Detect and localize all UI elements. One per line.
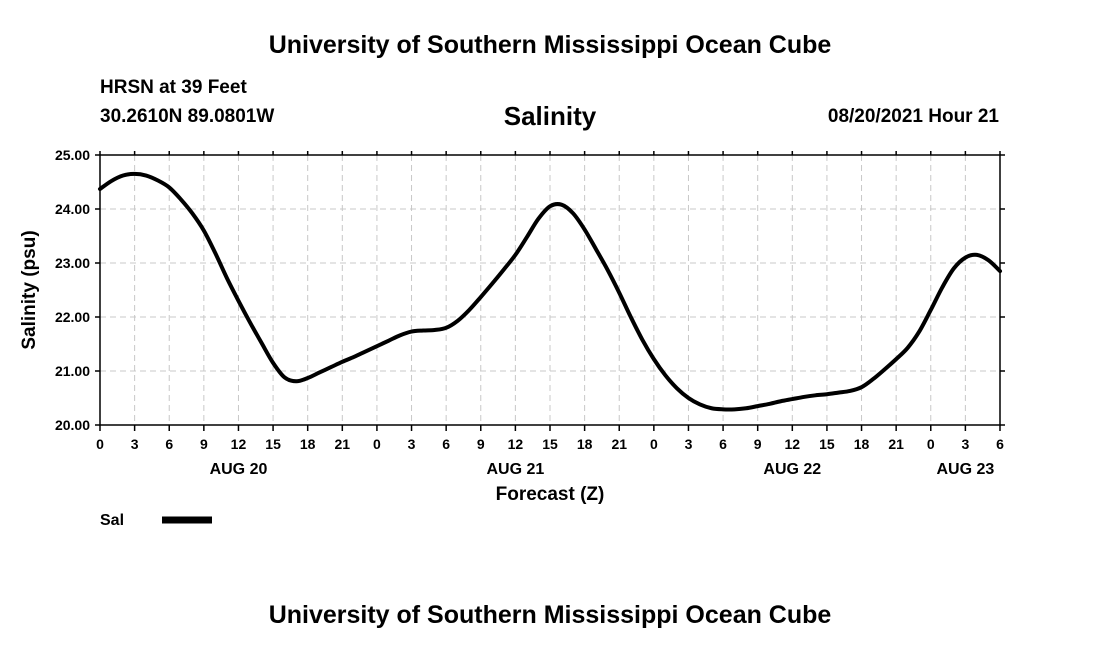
y-tick-label: 24.00 [55,201,90,217]
date-label: AUG 22 [763,461,821,478]
parameter-title: Salinity [503,101,597,131]
x-tick-label: 15 [819,436,835,452]
x-tick-label: 12 [785,436,801,452]
x-tick-label: 15 [542,436,558,452]
x-tick-label: 9 [477,436,485,452]
x-tick-label: 18 [854,436,870,452]
y-tick-label: 22.00 [55,309,90,325]
x-tick-label: 6 [719,436,727,452]
x-tick-label: 21 [611,436,627,452]
y-tick-label: 25.00 [55,147,90,163]
x-tick-label: 9 [754,436,762,452]
x-tick-label: 3 [685,436,693,452]
x-tick-label: 0 [96,436,104,452]
chart-header-title: University of Southern Mississippi Ocean… [268,31,832,59]
x-tick-label: 9 [200,436,208,452]
date-label: AUG 20 [210,461,268,478]
x-tick-label: 12 [231,436,247,452]
x-axis: 0 3 6 9 12 15 18 21 0 3 6 9 12 15 18 21 0 3 6 9 12 15 18 21 0 3 6A… [96,151,1004,478]
x-tick-label: 21 [888,436,904,452]
grid-lines [100,155,1000,425]
plot-frame [99,154,1001,426]
x-tick-label: 18 [300,436,316,452]
x-tick-label: 3 [961,436,969,452]
y-axis: 20.00 21.00 22.00 23.00 24.00 25.00 [55,147,1005,433]
x-tick-label: 0 [927,436,935,452]
x-tick-label: 3 [131,436,139,452]
y-axis-title: Salinity (psu) [19,230,40,349]
salinity-series-line [98,171,1002,412]
x-tick-label: 6 [442,436,450,452]
y-tick-label: 20.00 [55,417,90,433]
x-tick-label: 3 [408,436,416,452]
x-tick-label: 15 [265,436,281,452]
x-axis-title: Forecast (Z) [496,484,605,505]
y-tick-label: 23.00 [55,255,90,271]
x-tick-label: 6 [165,436,173,452]
x-tick-label: 21 [335,436,351,452]
x-tick-label: 6 [996,436,1004,452]
issue-time: 08/20/2021 Hour 21 [827,106,999,127]
station-coordinates: 30.2610N 89.0801W [100,106,275,127]
y-tick-label: 21.00 [55,363,90,379]
x-tick-label: 18 [577,436,593,452]
date-label: AUG 23 [936,461,994,478]
x-tick-label: 0 [650,436,658,452]
x-tick-label: 12 [508,436,524,452]
x-tick-label: 0 [373,436,381,452]
date-label: AUG 21 [486,461,544,478]
legend-label: Sal [100,512,124,529]
chart-footer-title: University of Southern Mississippi Ocean… [268,601,832,629]
station-label: HRSN at 39 Feet [100,77,247,98]
